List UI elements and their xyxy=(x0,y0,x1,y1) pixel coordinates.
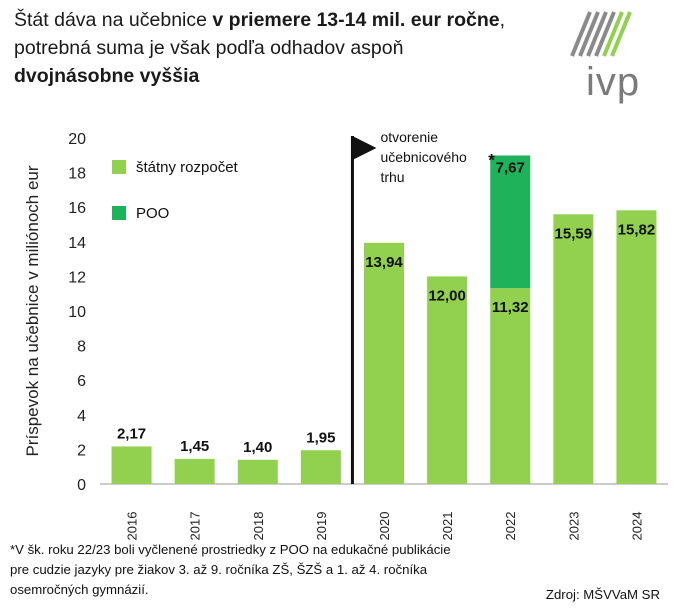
x-tick-label: 2022 xyxy=(503,512,518,540)
bar-statny-rozpocet xyxy=(111,446,152,484)
title-text-2: , potrebná suma je však podľa odhadov as… xyxy=(14,9,506,59)
annotation-text: trhu xyxy=(380,169,404,185)
bar-statny-rozpocet xyxy=(616,210,657,484)
title-bold-1: v priemere 13-14 mil. eur ročne xyxy=(212,9,500,31)
data-label: 1,45 xyxy=(180,438,209,455)
title-text-1: Štát dáva na učebnice xyxy=(14,9,213,31)
y-tick-label: 12 xyxy=(68,269,86,286)
y-tick-label: 16 xyxy=(68,200,86,217)
legend-swatch xyxy=(112,206,126,220)
x-tick-label: 2024 xyxy=(629,512,644,540)
bar-statny-rozpocet xyxy=(174,458,215,484)
x-tick-label: 2020 xyxy=(377,512,392,540)
bar-statny-rozpocet xyxy=(300,450,341,484)
x-tick-label: 2021 xyxy=(440,512,455,540)
data-label: 2,17 xyxy=(117,425,146,442)
footnote-line: osemročných gymnázií. xyxy=(10,582,149,597)
y-tick-label: 14 xyxy=(68,235,86,252)
legend-label: POO xyxy=(136,205,169,222)
legend-label: štátny rozpočet xyxy=(136,159,239,176)
x-tick-label: 2017 xyxy=(188,512,203,540)
data-label: 1,95 xyxy=(306,429,335,446)
y-tick-label: 2 xyxy=(77,442,86,459)
title-bold-2: dvojnásobne vyššia xyxy=(14,65,200,87)
x-tick-label: 2023 xyxy=(566,512,581,540)
data-label: 11,32 xyxy=(492,299,529,316)
y-tick-label: 10 xyxy=(68,304,86,321)
y-tick-label: 4 xyxy=(77,408,86,425)
ivp-logo-icon xyxy=(570,11,632,57)
annotation-text: učebnicového xyxy=(380,149,467,165)
bar-statny-rozpocet xyxy=(553,214,594,484)
bar-poo xyxy=(490,155,531,289)
bar-statny-rozpocet xyxy=(364,242,404,484)
x-tick-label: 2016 xyxy=(125,512,140,540)
flag-icon xyxy=(352,136,377,160)
annotation-text: otvorenie xyxy=(380,129,438,145)
y-tick-label: 0 xyxy=(77,477,86,494)
asterisk-mark: * xyxy=(488,150,495,169)
data-label-poo: 7,67 xyxy=(496,159,525,176)
data-label: 15,59 xyxy=(555,225,593,242)
x-tick-label: 2018 xyxy=(251,512,266,540)
bar-chart: 0 2 4 6 8 10 12 14 16 18 20 Príspevok na učebnice v… xyxy=(23,129,668,540)
y-tick-label: 6 xyxy=(77,373,86,390)
data-label: 13,94 xyxy=(365,254,403,271)
logo-text: ivp xyxy=(586,60,641,104)
footnote: *V šk. roku 22/23 boli vyčlenené prostri… xyxy=(10,540,570,600)
data-label: 15,82 xyxy=(618,221,656,238)
y-tick-label: 18 xyxy=(68,166,86,183)
data-label: 12,00 xyxy=(428,287,466,304)
y-tick-label: 20 xyxy=(68,131,86,148)
data-label: 1,40 xyxy=(243,439,272,456)
x-tick-label: 2019 xyxy=(314,512,329,540)
bar-statny-rozpocet xyxy=(490,288,531,484)
legend-swatch xyxy=(112,160,126,174)
bar-statny-rozpocet xyxy=(237,459,278,484)
y-axis-label: Príspevok na učebnice v miliónoch eur xyxy=(23,165,42,456)
bar-statny-rozpocet xyxy=(427,276,468,484)
chart-title: Štát dáva na učebnice v priemere 13-14 m… xyxy=(14,6,514,90)
footnote-line: *V šk. roku 22/23 boli vyčlenené prostri… xyxy=(10,542,451,557)
footnote-line: pre cudzie jazyky pre žiakov 3. až 9. ro… xyxy=(10,562,428,577)
y-tick-label: 8 xyxy=(77,339,86,356)
source-note: Zdroj: MŠVVaM SR xyxy=(545,587,660,602)
